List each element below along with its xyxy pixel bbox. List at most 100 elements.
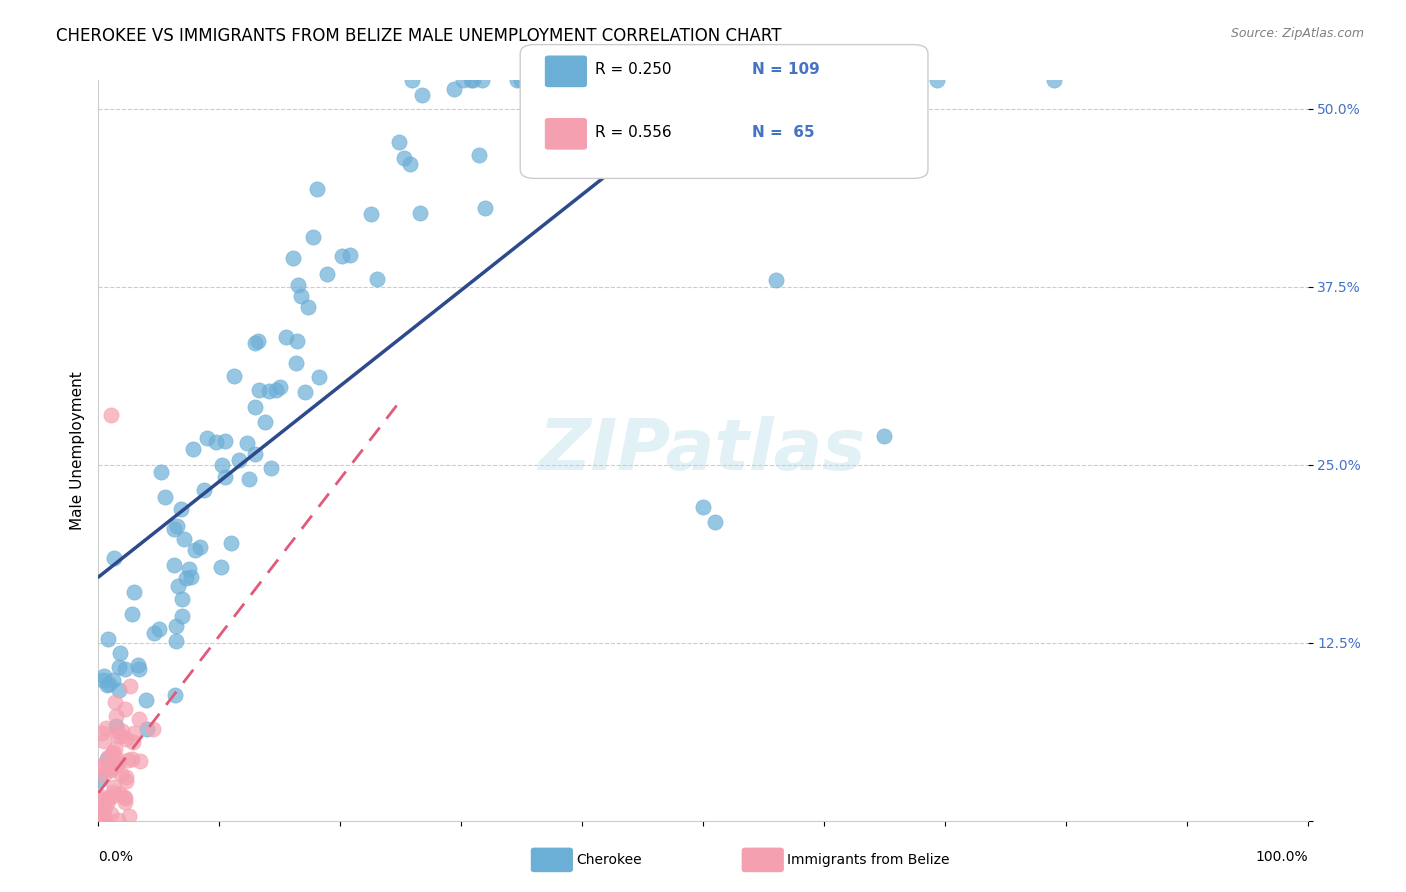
Point bbox=[214, 434, 236, 449]
Point bbox=[366, 272, 388, 286]
Point bbox=[93, 812, 115, 826]
Point bbox=[94, 811, 117, 825]
Point bbox=[308, 369, 330, 384]
Point bbox=[546, 73, 568, 87]
Point bbox=[460, 73, 482, 87]
Point bbox=[115, 774, 138, 789]
Point bbox=[765, 272, 787, 286]
Point bbox=[89, 805, 111, 820]
Point bbox=[107, 756, 129, 771]
Point bbox=[510, 73, 533, 87]
Point bbox=[245, 446, 267, 460]
Point bbox=[97, 677, 120, 691]
Point bbox=[716, 73, 738, 87]
Point bbox=[180, 569, 202, 583]
Point bbox=[96, 752, 118, 766]
Point bbox=[394, 151, 416, 165]
Point bbox=[100, 408, 122, 422]
Point bbox=[631, 73, 654, 87]
Point bbox=[107, 659, 129, 673]
Point bbox=[461, 73, 484, 87]
Point bbox=[90, 814, 112, 828]
Point bbox=[101, 673, 124, 687]
Point bbox=[110, 729, 132, 743]
Point bbox=[117, 753, 139, 767]
Point bbox=[471, 73, 494, 87]
Y-axis label: Male Unemployment: Male Unemployment bbox=[69, 371, 84, 530]
Point bbox=[474, 202, 496, 216]
Text: N =  65: N = 65 bbox=[752, 125, 815, 139]
Point bbox=[118, 809, 141, 823]
Point bbox=[122, 735, 145, 749]
Point bbox=[114, 795, 136, 809]
Point bbox=[243, 336, 266, 351]
Point bbox=[183, 543, 205, 558]
Point bbox=[253, 415, 276, 429]
Point bbox=[247, 334, 270, 348]
Point bbox=[104, 708, 127, 723]
Point bbox=[285, 334, 308, 349]
Text: N = 109: N = 109 bbox=[752, 62, 820, 77]
Point bbox=[122, 584, 145, 599]
Point bbox=[93, 669, 115, 683]
Point bbox=[128, 754, 150, 768]
Point bbox=[98, 828, 121, 842]
Point bbox=[243, 401, 266, 415]
Text: Cherokee: Cherokee bbox=[576, 853, 643, 867]
Point bbox=[112, 789, 135, 804]
Point bbox=[89, 789, 111, 804]
Point bbox=[107, 813, 129, 827]
Point bbox=[93, 828, 115, 842]
Point bbox=[468, 148, 491, 162]
Point bbox=[332, 249, 354, 263]
Point bbox=[281, 251, 304, 265]
Point bbox=[90, 828, 112, 842]
Point bbox=[94, 722, 117, 736]
Point bbox=[120, 679, 142, 693]
Point bbox=[506, 73, 529, 87]
Point bbox=[103, 550, 125, 565]
Point bbox=[97, 760, 120, 774]
Point bbox=[260, 460, 283, 475]
Point bbox=[93, 734, 115, 748]
Point bbox=[90, 813, 112, 827]
Point bbox=[269, 380, 291, 394]
Point bbox=[122, 726, 145, 740]
Text: R = 0.556: R = 0.556 bbox=[595, 125, 671, 139]
Point bbox=[107, 729, 129, 743]
Point bbox=[236, 435, 259, 450]
Point bbox=[873, 429, 896, 443]
Point bbox=[89, 760, 111, 774]
Point bbox=[91, 673, 114, 688]
Point bbox=[91, 726, 114, 740]
Point bbox=[93, 803, 115, 817]
Point bbox=[127, 657, 149, 672]
Point bbox=[96, 677, 118, 691]
Point bbox=[181, 442, 204, 456]
Point bbox=[103, 785, 125, 799]
Point bbox=[290, 288, 312, 302]
Point bbox=[165, 619, 187, 633]
Text: CHEROKEE VS IMMIGRANTS FROM BELIZE MALE UNEMPLOYMENT CORRELATION CHART: CHEROKEE VS IMMIGRANTS FROM BELIZE MALE … bbox=[56, 27, 782, 45]
Point bbox=[153, 490, 176, 504]
Point bbox=[89, 772, 111, 787]
Point bbox=[128, 712, 150, 726]
Point bbox=[211, 458, 233, 472]
Point bbox=[1043, 73, 1066, 87]
Point bbox=[105, 723, 128, 738]
Point bbox=[103, 780, 125, 794]
Point bbox=[108, 787, 131, 801]
Point bbox=[105, 719, 128, 733]
Point bbox=[166, 519, 188, 533]
Point bbox=[188, 540, 211, 554]
Point bbox=[294, 384, 316, 399]
Point bbox=[170, 502, 193, 516]
Point bbox=[301, 229, 323, 244]
Text: 100.0%: 100.0% bbox=[1256, 850, 1308, 864]
Point bbox=[264, 383, 287, 397]
Point bbox=[111, 723, 134, 738]
Point bbox=[108, 647, 131, 661]
Point bbox=[114, 701, 136, 715]
Point bbox=[401, 73, 423, 87]
Point bbox=[177, 562, 200, 576]
